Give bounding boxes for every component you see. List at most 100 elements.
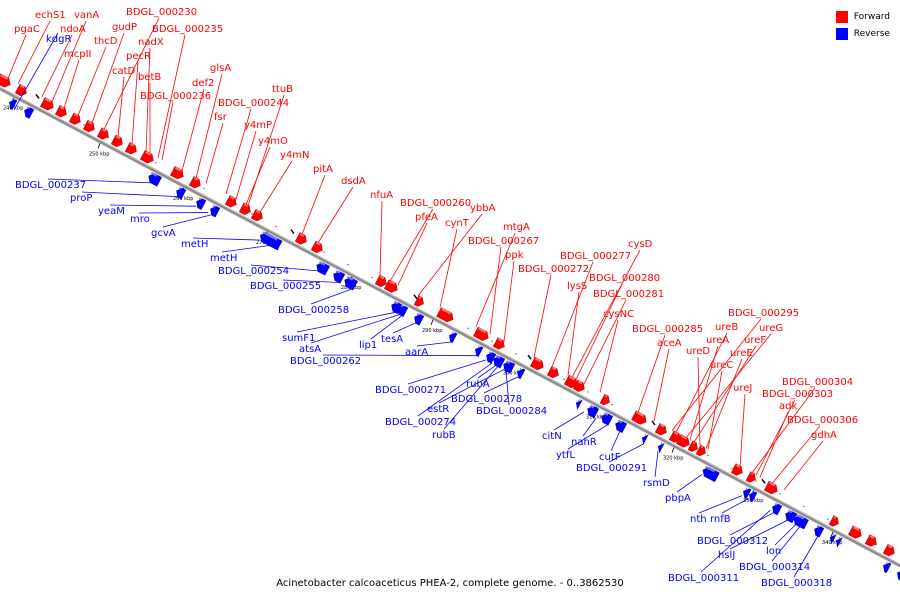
reverse-gene-block[interactable] <box>834 536 843 548</box>
forward-gene-block[interactable] <box>384 279 399 294</box>
forward-gene-block[interactable] <box>631 410 648 426</box>
forward-gene-block[interactable] <box>864 534 879 549</box>
forward-gene-label-bdgl-000230: BDGL_000230 <box>126 7 197 18</box>
reverse-gene-block[interactable] <box>208 204 221 218</box>
forward-gene-block[interactable] <box>436 307 456 324</box>
reverse-gene-block[interactable] <box>747 490 758 503</box>
label-connector <box>783 440 824 491</box>
forward-gene-block[interactable] <box>310 240 325 255</box>
label-connector <box>571 249 641 378</box>
forward-gene-block[interactable] <box>110 134 125 149</box>
reverse-gene-block[interactable] <box>640 433 649 445</box>
reverse-gene-label-estr: estR <box>427 404 449 415</box>
reverse-gene-block[interactable] <box>585 404 600 419</box>
tick-label: 240 kbp <box>3 106 23 112</box>
reverse-gene-block[interactable] <box>656 442 665 454</box>
reverse-gene-label-bdgl-000291: BDGL_000291 <box>576 463 647 474</box>
reverse-gene-block[interactable] <box>194 197 207 210</box>
reverse-gene-block[interactable] <box>22 106 35 119</box>
forward-gene-block[interactable] <box>224 195 239 210</box>
reverse-gene-block[interactable] <box>791 514 809 530</box>
reverse-gene-block[interactable] <box>342 276 358 291</box>
forward-gene-block[interactable] <box>68 112 83 127</box>
forward-gene-block[interactable] <box>170 166 185 180</box>
reverse-gene-block[interactable] <box>828 533 837 545</box>
reverse-gene-block[interactable] <box>473 345 484 357</box>
label-connector <box>162 214 213 228</box>
forward-gene-block[interactable] <box>764 480 779 495</box>
forward-gene-block[interactable] <box>848 525 863 540</box>
reverse-swatch <box>835 27 848 40</box>
reverse-gene-label-bdgl-000262: BDGL_000262 <box>290 356 361 367</box>
reverse-gene-block[interactable] <box>599 412 614 426</box>
forward-gene-label-bdgl-000303: BDGL_000303 <box>762 389 833 400</box>
forward-gene-label-cysd: cysD <box>628 239 653 250</box>
forward-gene-label-acea: aceA <box>657 338 682 349</box>
reverse-gene-block[interactable] <box>389 300 404 315</box>
reverse-gene-block[interactable] <box>515 367 526 380</box>
reverse-gene-block[interactable] <box>613 419 628 434</box>
label-connector <box>103 17 160 130</box>
forward-gene-block[interactable] <box>695 444 708 458</box>
reverse-gene-block[interactable] <box>741 487 752 499</box>
forward-gene-block[interactable] <box>413 295 426 309</box>
forward-gene-block[interactable] <box>40 97 55 112</box>
label-connector <box>707 370 723 450</box>
forward-gene-block[interactable] <box>374 274 389 289</box>
forward-gene-block[interactable] <box>54 105 69 119</box>
reverse-gene-block[interactable] <box>7 98 18 110</box>
reverse-gene-block[interactable] <box>895 568 900 581</box>
reverse-gene-label-lip1: lip1 <box>359 340 377 351</box>
reverse-gene-block[interactable] <box>447 331 458 344</box>
forward-gene-block[interactable] <box>572 379 587 394</box>
forward-gene-block[interactable] <box>96 127 111 142</box>
reverse-gene-block[interactable] <box>412 313 425 326</box>
forward-gene-label-bdgl-000272: BDGL_000272 <box>518 264 589 275</box>
axis-dot <box>203 187 205 190</box>
forward-gene-block[interactable] <box>599 393 612 407</box>
reverse-gene-block[interactable] <box>881 561 892 574</box>
forward-gene-block[interactable] <box>882 543 897 558</box>
axis-dot <box>731 467 733 470</box>
reverse-gene-label-pbpa: pbpA <box>665 493 691 504</box>
reverse-gene-label-bdgl-000254: BDGL_000254 <box>218 266 289 277</box>
forward-gene-block[interactable] <box>473 326 490 342</box>
label-connector <box>739 393 746 467</box>
forward-gene-label-ureg: ureG <box>759 323 783 334</box>
tick-label: 290 kbp <box>422 328 442 334</box>
reverse-gene-label-ruba: rubA <box>466 379 490 390</box>
forward-gene-block[interactable] <box>492 337 507 352</box>
reverse-gene-block[interactable] <box>314 261 330 276</box>
forward-gene-block[interactable] <box>250 208 265 223</box>
forward-gene-block[interactable] <box>654 423 669 437</box>
forward-gene-block[interactable] <box>546 365 561 380</box>
forward-gene-label-catd: catD <box>112 66 136 77</box>
forward-gene-block[interactable] <box>238 202 253 217</box>
forward-gene-block[interactable] <box>0 73 13 89</box>
axis-dot <box>611 403 613 406</box>
axis-dot <box>563 378 565 380</box>
reverse-gene-block[interactable] <box>331 270 346 284</box>
forward-gene-block[interactable] <box>82 119 97 134</box>
label-connector <box>771 425 821 484</box>
forward-gene-block[interactable] <box>530 356 545 371</box>
forward-gene-block[interactable] <box>294 232 309 247</box>
forward-gene-label-adk: adk <box>779 401 797 412</box>
forward-gene-block[interactable] <box>730 463 745 478</box>
forward-gene-block[interactable] <box>745 471 758 485</box>
reverse-gene-block[interactable] <box>574 398 583 410</box>
forward-gene-block[interactable] <box>828 515 841 529</box>
forward-gene-block[interactable] <box>687 440 700 454</box>
label-connector <box>653 348 670 422</box>
forward-gene-block[interactable] <box>124 142 139 157</box>
reverse-gene-block[interactable] <box>484 351 497 364</box>
reverse-gene-block[interactable] <box>174 186 187 200</box>
reverse-gene-block[interactable] <box>770 502 783 516</box>
label-connector <box>407 359 487 385</box>
reverse-gene-block[interactable] <box>783 509 798 524</box>
forward-gene-block[interactable] <box>188 176 203 190</box>
label-connector <box>483 376 519 394</box>
reverse-gene-label-rubb: rubB <box>432 430 456 441</box>
reverse-gene-block[interactable] <box>501 360 516 374</box>
reverse-gene-block[interactable] <box>701 465 720 483</box>
